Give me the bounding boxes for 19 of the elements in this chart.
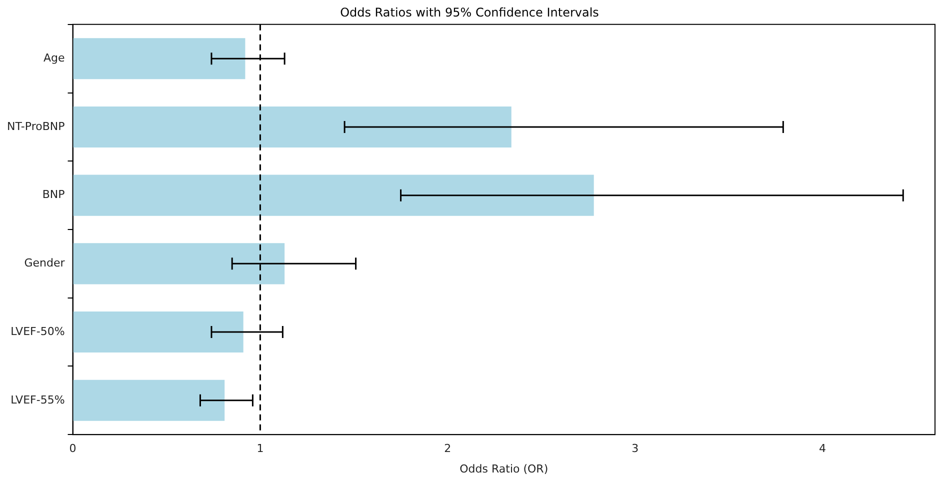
y-tick-label: BNP [42,188,66,202]
bar [72,380,225,421]
x-tick-label: 3 [632,442,639,456]
bar [72,106,512,148]
x-tick-label: 4 [819,442,826,456]
y-tick-label: Gender [24,256,66,270]
chart-title: Odds Ratios with 95% Confidence Intervals [340,5,599,20]
x-tick-label: 2 [444,442,452,456]
bar [72,38,246,80]
y-tick-label: Age [43,51,65,64]
x-tick-label: 1 [256,442,264,456]
y-tick-label: LVEF-50% [10,324,65,338]
bar [72,174,594,216]
x-axis-title: Odds Ratio (OR) [460,462,548,476]
bar [72,312,244,353]
x-tick-label: 0 [69,442,76,456]
bar [72,243,285,284]
y-tick-label: NT-ProBNP [6,120,66,133]
y-tick-label: LVEF-55% [10,393,65,406]
